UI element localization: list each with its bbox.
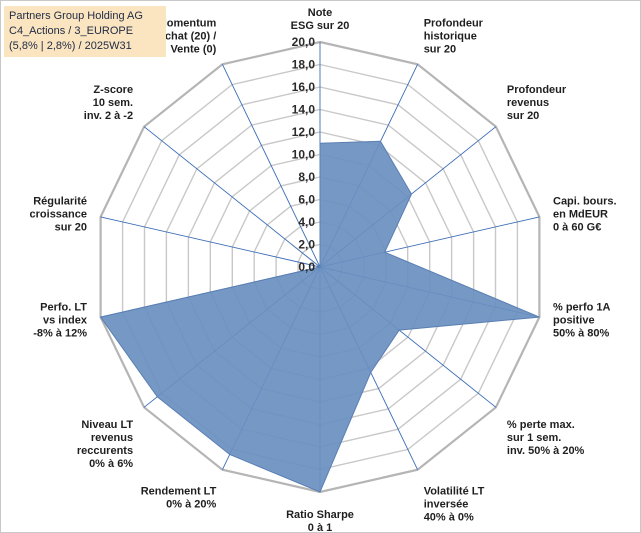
- axis-label-2: Profondeur historique sur 20: [424, 18, 484, 56]
- axis-label-4: Capi. bours. en MdEUR 0 à 60 G€: [553, 195, 617, 233]
- axis-label-2-line-1: Profondeur: [424, 18, 484, 30]
- series-area: [99, 140, 540, 493]
- axis-label-5-line-3: 50% à 80%: [553, 328, 609, 340]
- axis-label-10: Niveau LT revenus reccurents 0% à 6%: [77, 419, 134, 470]
- axis-label-10-line-4: 0% à 6%: [89, 458, 133, 470]
- axis-label-7-line-1: Volatilité LT: [424, 485, 485, 497]
- axis-label-3-line-1: Profondeur: [507, 84, 567, 96]
- axis-label-11: Perfo. LT vs index -8% à 12%: [33, 302, 88, 340]
- axis-label-13-line-1: Z-score: [93, 84, 133, 96]
- axis-label-9-line-1: Rendement LT: [141, 485, 217, 497]
- tick-label-6: 12,0: [292, 125, 316, 139]
- axis-label-5: % perfo 1A positive 50% à 80%: [553, 302, 611, 340]
- axis-label-3: Profondeur revenus sur 20: [507, 84, 567, 122]
- axis-label-14-line-3: Vente (0): [170, 44, 216, 56]
- tick-layer: 0,0 2,0 4,0 6,0 8,0 10,0 12,0 14,0 16,0 18,0 20,0: [292, 35, 316, 274]
- axis-label-6-line-3: inv. 50% à 20%: [507, 445, 585, 457]
- axis-label-13: Z-score 10 sem. inv. 2 à -2: [84, 84, 133, 122]
- axis-label-1-line-1: Note: [308, 7, 332, 19]
- title-line-2: C4_Actions / 3_EUROPE: [9, 25, 134, 37]
- axis-label-6: % perte max. sur 1 sem. inv. 50% à 20%: [507, 419, 585, 457]
- tick-label-2: 4,0: [298, 215, 315, 229]
- tick-label-10: 20,0: [292, 35, 316, 49]
- axis-label-9: Rendement LT 0% à 20%: [141, 485, 217, 510]
- axis-label-14-line-2: Achat (20) /: [157, 31, 216, 43]
- axis-label-14: Momentum Achat (20) / Vente (0): [157, 18, 217, 56]
- tick-label-8: 16,0: [292, 80, 316, 94]
- axis-label-4-line-3: 0 à 60 G€: [553, 221, 601, 233]
- label-layer: Note ESG sur 20 Profondeur historique sur 20…: [30, 7, 617, 533]
- chart-title-box: Partners Group Holding AG C4_Actions / 3…: [4, 6, 166, 57]
- axis-label-10-line-3: reccurents: [77, 445, 133, 457]
- axis-label-6-line-2: sur 1 sem.: [507, 432, 561, 444]
- axis-label-2-line-3: sur 20: [424, 44, 456, 56]
- spoke-14: [221, 64, 321, 268]
- axis-label-7-line-2: inversée: [424, 498, 469, 510]
- axis-label-1-line-2: ESG sur 20: [291, 20, 350, 32]
- axis-label-5-line-2: positive: [553, 315, 595, 327]
- axis-label-11-line-2: vs index: [43, 315, 88, 327]
- axis-label-5-line-1: % perfo 1A: [553, 302, 611, 314]
- axis-label-8: Ratio Sharpe 0 à 1: [286, 509, 354, 533]
- axis-label-1: Note ESG sur 20: [291, 7, 350, 32]
- axis-label-6-line-1: % perte max.: [507, 419, 575, 431]
- axis-label-14-line-1: Momentum: [158, 18, 217, 30]
- spoke-13: [143, 126, 321, 268]
- axis-label-11-line-1: Perfo. LT: [40, 302, 87, 314]
- axis-label-4-line-2: en MdEUR: [553, 208, 608, 220]
- tick-label-1: 2,0: [298, 238, 315, 252]
- axis-label-10-line-2: revenus: [91, 432, 133, 444]
- tick-label-9: 18,0: [292, 58, 316, 72]
- axis-label-8-line-2: 0 à 1: [308, 522, 332, 533]
- area-layer: [99, 140, 540, 493]
- title-line-1: Partners Group Holding AG: [9, 10, 143, 22]
- axis-label-3-line-3: sur 20: [507, 110, 539, 122]
- axis-label-3-line-2: revenus: [507, 97, 549, 109]
- tick-label-0: 0,0: [298, 260, 315, 274]
- tick-label-7: 14,0: [292, 103, 316, 117]
- axis-label-13-line-3: inv. 2 à -2: [84, 110, 133, 122]
- tick-label-5: 10,0: [292, 148, 316, 162]
- axis-label-12: Régularité croissance sur 20: [30, 195, 87, 233]
- axis-label-10-line-1: Niveau LT: [81, 419, 133, 431]
- tick-label-3: 6,0: [298, 193, 315, 207]
- axis-label-13-line-2: 10 sem.: [93, 97, 133, 109]
- axis-label-7: Volatilité LT inversée 40% à 0%: [424, 485, 485, 523]
- axis-label-4-line-1: Capi. bours.: [553, 195, 617, 207]
- axis-label-12-line-1: Régularité: [33, 195, 87, 207]
- axis-label-11-line-3: -8% à 12%: [33, 328, 87, 340]
- axis-label-7-line-3: 40% à 0%: [424, 511, 474, 523]
- axis-label-9-line-2: 0% à 20%: [166, 498, 216, 510]
- title-line-3: (5,8% | 2,8%) / 2025W31: [9, 40, 132, 52]
- spoke-12: [100, 216, 321, 268]
- tick-label-4: 8,0: [298, 170, 315, 184]
- axis-label-12-line-2: croissance: [30, 208, 87, 220]
- axis-label-12-line-3: sur 20: [55, 221, 87, 233]
- axis-label-2-line-2: historique: [424, 31, 477, 43]
- axis-label-8-line-1: Ratio Sharpe: [286, 509, 354, 521]
